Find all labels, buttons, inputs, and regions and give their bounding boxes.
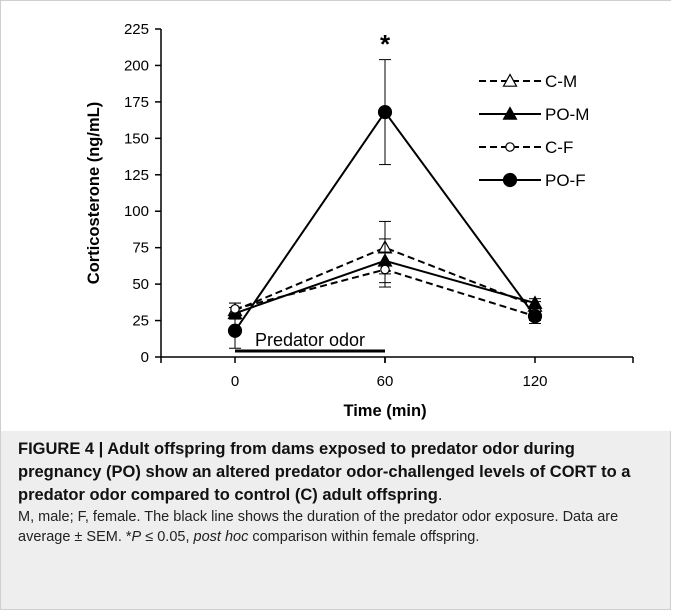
caption-body-posthoc: post hoc [193, 529, 249, 545]
figure-caption: FIGURE 4 | Adult offspring from dams exp… [18, 438, 658, 547]
x-tick-label: 120 [522, 373, 547, 390]
predator-odor-label: Predator odor [255, 330, 365, 350]
series-c-m-line [234, 246, 536, 312]
caption-body-p: P [131, 529, 142, 545]
series-po-f-point [377, 104, 393, 120]
series-po-f-point [227, 323, 243, 338]
y-tick-label: 100 [124, 203, 149, 220]
caption-title: FIGURE 4 | Adult offspring from dams exp… [18, 438, 658, 507]
caption-body: M, male; F, female. The black line shows… [18, 507, 658, 547]
x-tick-label: 60 [377, 373, 394, 390]
y-tick-label: 200 [124, 57, 149, 74]
caption-body-c: comparison within female offspring. [248, 529, 480, 545]
caption-body-b: ≤ 0.05, [141, 529, 194, 545]
chart-area: 0 25 50 75 100 125 150 175 200 225 0 60 120 Time (min… [1, 1, 672, 431]
legend-marker [502, 106, 518, 120]
legend: C-M PO-M C-F PO-F [479, 72, 589, 190]
axes: 0 25 50 75 100 125 150 175 200 225 0 60 120 Time (min… [85, 21, 634, 420]
caption-title-end: . [437, 486, 443, 504]
line-chart: 0 25 50 75 100 125 150 175 200 225 0 60 120 Time (min… [85, 21, 634, 420]
y-tick-label: 50 [132, 276, 149, 293]
x-tick-label: 0 [231, 373, 239, 390]
y-tick-label: 25 [132, 313, 149, 330]
series-layer [227, 59, 543, 349]
legend-marker [502, 172, 518, 188]
y-tick-label: 75 [132, 240, 149, 257]
legend-item-po-f: PO-F [479, 171, 586, 190]
y-tick-label: 225 [124, 21, 149, 38]
series-po-f [227, 59, 543, 349]
legend-label: C-M [545, 72, 577, 91]
x-axis-title: Time (min) [343, 402, 426, 420]
legend-item-c-m: C-M [479, 72, 577, 91]
legend-item-c-f: C-F [479, 138, 573, 157]
y-tick-label: 0 [141, 349, 149, 366]
y-tick-label: 125 [124, 167, 149, 184]
significance-asterisk: * [380, 29, 391, 59]
caption-body-a: M, male; F, female. The black line shows… [18, 509, 619, 545]
legend-label: PO-M [545, 105, 589, 124]
y-tick-label: 150 [124, 130, 149, 147]
series-po-f-point [527, 309, 543, 324]
legend-marker [502, 73, 518, 87]
caption-title-text: FIGURE 4 | Adult offspring from dams exp… [18, 440, 631, 504]
series-c-f-point [380, 264, 390, 275]
legend-marker [505, 142, 515, 152]
y-axis-title: Corticosterone (ng/mL) [85, 102, 103, 284]
series-po-m-point [527, 295, 543, 309]
y-tick-label: 175 [124, 94, 149, 111]
legend-label: C-F [545, 138, 573, 157]
series-c-f-point [230, 304, 240, 314]
legend-item-po-m: PO-M [479, 105, 589, 124]
legend-label: PO-F [545, 171, 586, 190]
